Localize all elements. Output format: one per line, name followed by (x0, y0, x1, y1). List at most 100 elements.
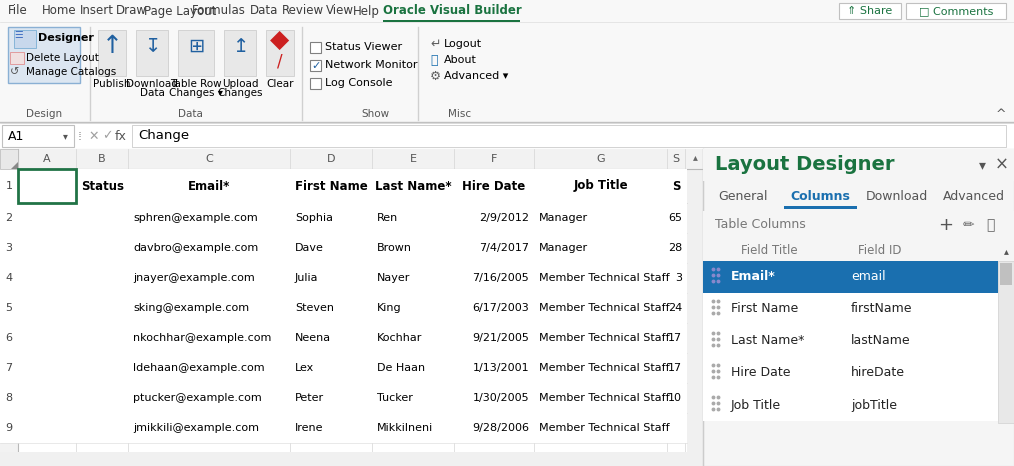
Text: 3: 3 (5, 243, 12, 253)
Text: Last Name*: Last Name* (731, 335, 804, 348)
Bar (14, 30, 37, 48)
Text: ◆: ◆ (271, 28, 290, 52)
Text: Draw: Draw (116, 5, 147, 18)
Bar (0, 383, 687, 413)
Text: Field ID: Field ID (858, 244, 901, 256)
Text: jnayer@example.com: jnayer@example.com (133, 273, 255, 283)
Text: Member Technical Staff: Member Technical Staff (539, 423, 669, 433)
Bar (136, 30, 168, 76)
Text: 17: 17 (668, 333, 682, 343)
Text: /: / (277, 53, 283, 71)
Bar (703, 325, 998, 357)
Bar (0, 452, 703, 466)
Text: Irene: Irene (295, 423, 323, 433)
Text: First Name: First Name (295, 179, 367, 192)
Text: □ Comments: □ Comments (919, 6, 993, 16)
Text: Page Layout: Page Layout (144, 5, 216, 18)
Text: ✓: ✓ (311, 62, 320, 71)
Text: 7/16/2005: 7/16/2005 (473, 273, 529, 283)
Text: A: A (44, 154, 51, 164)
Text: 9/21/2005: 9/21/2005 (473, 333, 529, 343)
Text: ↧: ↧ (144, 36, 160, 55)
Text: nkochhar@example.com: nkochhar@example.com (133, 333, 272, 343)
Text: ^: ^ (996, 108, 1006, 121)
Text: Delete Layout: Delete Layout (26, 53, 99, 63)
Text: ☰: ☰ (14, 30, 22, 40)
Text: 4: 4 (5, 273, 12, 283)
Bar (0, 149, 703, 169)
Text: 28: 28 (668, 243, 682, 253)
Text: F: F (491, 154, 497, 164)
Text: Hire Date: Hire Date (462, 179, 525, 192)
Text: De Haan: De Haan (377, 363, 425, 373)
Text: 8: 8 (5, 393, 12, 403)
Text: Review: Review (282, 5, 324, 18)
Text: Julia: Julia (295, 273, 318, 283)
Text: Status Viewer: Status Viewer (325, 42, 403, 53)
Text: Brown: Brown (377, 243, 412, 253)
Text: Lex: Lex (295, 363, 314, 373)
Bar (98, 30, 126, 76)
Text: 17: 17 (668, 363, 682, 373)
Text: Dave: Dave (295, 243, 323, 253)
Bar (703, 149, 1014, 181)
Text: Manager: Manager (539, 243, 588, 253)
Text: Field Title: Field Title (741, 244, 798, 256)
Bar (906, 3, 1006, 19)
Bar (0, 263, 687, 293)
Text: Member Technical Staff: Member Technical Staff (539, 273, 669, 283)
Text: Clear: Clear (267, 79, 294, 89)
Text: Publish: Publish (93, 79, 131, 89)
Text: Email*: Email* (188, 179, 230, 192)
Text: S: S (671, 179, 680, 192)
Text: ▴: ▴ (693, 152, 698, 162)
Text: Email*: Email* (731, 270, 776, 283)
Text: Manage Catalogs: Manage Catalogs (26, 67, 117, 77)
Text: Job Title: Job Title (731, 398, 781, 411)
Text: About: About (444, 55, 477, 65)
Bar (178, 30, 214, 76)
Bar (703, 211, 1014, 239)
Bar (0, 149, 18, 169)
Text: Show: Show (361, 109, 389, 119)
Bar (0, 323, 687, 353)
Text: Manager: Manager (539, 213, 588, 223)
Text: Ren: Ren (377, 213, 399, 223)
Text: ✏: ✏ (962, 218, 973, 232)
Text: Table Columns: Table Columns (715, 219, 806, 232)
Text: 7/4/2017: 7/4/2017 (479, 243, 529, 253)
Text: ×: × (995, 156, 1009, 174)
Text: ↑: ↑ (101, 34, 123, 58)
Bar (998, 261, 1014, 423)
Bar (310, 78, 321, 89)
Text: King: King (377, 303, 402, 313)
Bar (310, 60, 321, 71)
Bar (839, 3, 901, 19)
Text: File: File (8, 5, 27, 18)
Text: Change: Change (138, 130, 190, 143)
Text: Download: Download (866, 190, 928, 203)
Text: Download: Download (126, 79, 177, 89)
Text: ▾: ▾ (63, 131, 68, 141)
Text: jobTitle: jobTitle (851, 398, 897, 411)
Bar (0, 123, 1014, 149)
Bar (703, 149, 1014, 466)
Text: Data: Data (140, 88, 164, 98)
Text: Change: Change (23, 179, 73, 192)
Bar (266, 30, 294, 76)
Bar (687, 149, 703, 466)
Text: 7: 7 (5, 363, 12, 373)
Text: 24: 24 (668, 303, 682, 313)
Text: E: E (410, 154, 417, 164)
Text: Data: Data (177, 109, 203, 119)
Text: 1/30/2005: 1/30/2005 (473, 393, 529, 403)
Bar (224, 30, 256, 76)
Bar (310, 42, 321, 53)
Text: Design: Design (26, 109, 62, 119)
Text: First Name: First Name (731, 302, 798, 315)
Text: Advanced ▾: Advanced ▾ (444, 71, 508, 81)
Text: hireDate: hireDate (851, 366, 906, 379)
Text: Steven: Steven (295, 303, 334, 313)
Bar (0, 149, 18, 466)
Text: Member Technical Staff: Member Technical Staff (539, 393, 669, 403)
